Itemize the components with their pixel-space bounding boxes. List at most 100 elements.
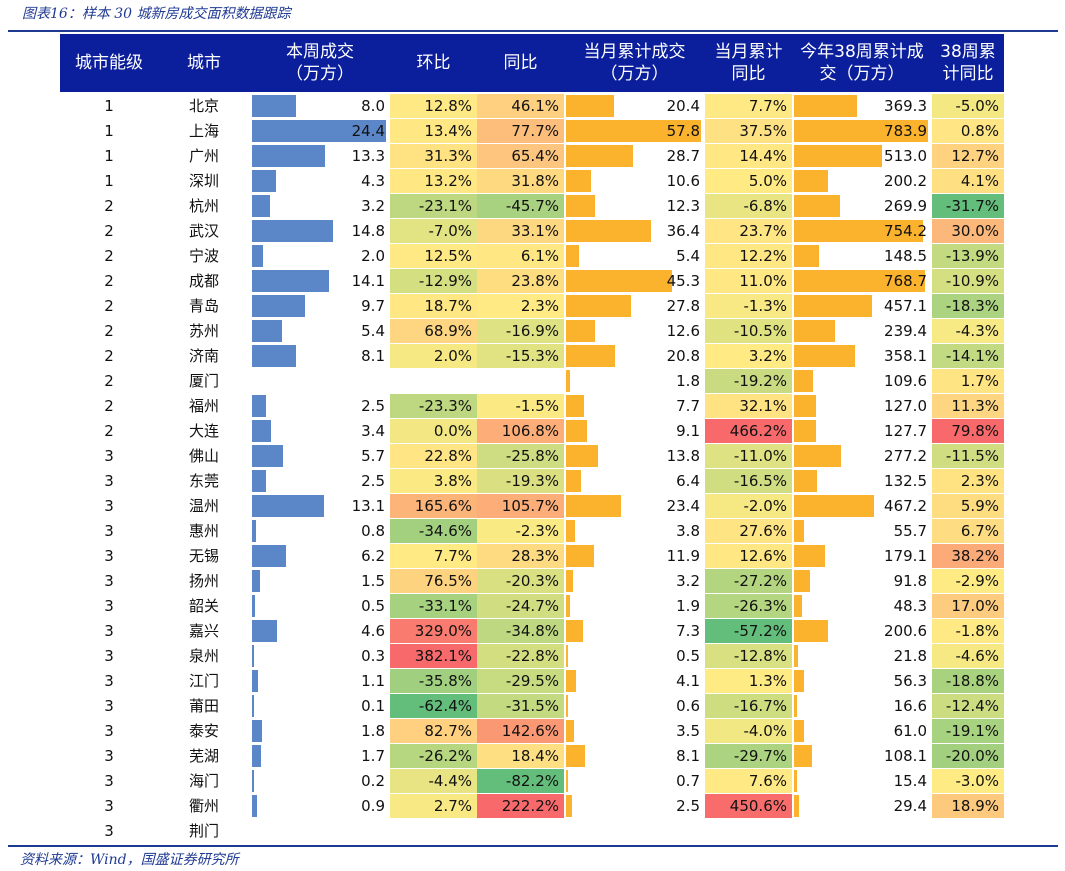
table-row: 3 温州 13.1 23.4 467.2 165.6% 105.7% -2.0% 5.9% xyxy=(60,494,1004,519)
cell-tier: 1 xyxy=(104,122,114,140)
cell-city: 江门 xyxy=(188,672,219,690)
cell-mom: -26.2% xyxy=(390,744,477,768)
cell-week: 1.1 xyxy=(361,672,385,690)
header-month: 当月累计成交 （万方） xyxy=(583,42,686,84)
cell-week: 2.0 xyxy=(361,247,385,265)
bar-ytd xyxy=(794,170,829,192)
cell-month-yoy: -12.8% xyxy=(705,644,792,668)
table-row: 3 泰安 1.8 3.5 61.0 82.7% 142.6% -4.0% -19.1% xyxy=(60,719,1004,744)
cell-mom: -23.1% xyxy=(390,194,477,218)
bar-month xyxy=(566,620,584,642)
cell-ytd-yoy: -20.0% xyxy=(932,744,1004,768)
cell-city: 东莞 xyxy=(188,472,219,490)
table-row: 2 成都 14.1 45.3 768.7 -12.9% 23.8% 11.0% -10.9% xyxy=(60,269,1004,294)
cell-tier: 2 xyxy=(104,222,114,240)
bar-week xyxy=(252,270,330,292)
cell-month-yoy: -19.2% xyxy=(705,369,792,393)
cell-tier: 2 xyxy=(104,372,114,390)
cell-month-yoy: -11.0% xyxy=(705,444,792,468)
table-row: 3 荆门 xyxy=(60,819,1004,844)
cell-week: 1.8 xyxy=(361,722,385,740)
cell-ytd-yoy: -5.0% xyxy=(932,94,1004,118)
cell-ytd-yoy: 17.0% xyxy=(932,594,1004,618)
cell-city: 无锡 xyxy=(188,547,219,565)
cell-month: 10.6 xyxy=(666,172,700,190)
bar-ytd xyxy=(794,195,841,217)
bar-month xyxy=(566,245,579,267)
bar-week xyxy=(252,345,297,367)
bar-month xyxy=(566,745,585,767)
bar-week xyxy=(252,795,257,817)
cell-ytd: 148.5 xyxy=(884,247,927,265)
bar-month xyxy=(566,520,575,542)
cell-month xyxy=(564,819,700,843)
bar-ytd xyxy=(794,645,798,667)
cell-city: 广州 xyxy=(188,147,219,165)
cell-tier: 3 xyxy=(104,497,114,515)
figure-caption: 图表16：样本 30 城新房成交面积数据跟踪 xyxy=(22,6,291,22)
cell-ytd: 467.2 xyxy=(884,497,927,515)
cell-yoy: -1.5% xyxy=(477,394,564,418)
cell-ytd: 754.2 xyxy=(884,222,927,240)
table-row: 3 韶关 0.5 1.9 48.3 -33.1% -24.7% -26.3% 17.0% xyxy=(60,594,1004,619)
cell-mom xyxy=(390,819,477,843)
cell-month-yoy: 1.3% xyxy=(705,669,792,693)
cell-month: 3.5 xyxy=(676,722,700,740)
cell-yoy: -24.7% xyxy=(477,594,564,618)
header-city: 城市 xyxy=(187,53,221,73)
bar-month xyxy=(566,395,584,417)
bar-month xyxy=(566,170,591,192)
bar-ytd xyxy=(794,745,813,767)
cell-week: 4.3 xyxy=(361,172,385,190)
cell-month: 5.4 xyxy=(676,247,700,265)
cell-month: 13.8 xyxy=(666,447,700,465)
cell-month: 6.4 xyxy=(676,472,700,490)
cell-month-yoy: 7.7% xyxy=(705,94,792,118)
header-ytd: 今年38周累计成 交（万方） xyxy=(800,42,924,84)
cell-month: 1.8 xyxy=(676,372,700,390)
cell-month-yoy: 32.1% xyxy=(705,394,792,418)
table-row: 1 广州 13.3 28.7 513.0 31.3% 65.4% 14.4% 12.7% xyxy=(60,144,1004,169)
cell-yoy: 33.1% xyxy=(477,219,564,243)
bar-week xyxy=(252,670,259,692)
bar-week xyxy=(252,520,257,542)
cell-tier: 3 xyxy=(104,472,114,490)
cell-city: 上海 xyxy=(188,122,219,140)
cell-ytd-yoy: 30.0% xyxy=(932,219,1004,243)
cell-ytd-yoy: 79.8% xyxy=(932,419,1004,443)
cell-city: 嘉兴 xyxy=(188,622,219,640)
table-row: 3 衢州 0.9 2.5 29.4 2.7% 222.2% 450.6% 18.9% xyxy=(60,794,1004,819)
cell-mom: 2.0% xyxy=(390,344,477,368)
cell-week: 2.5 xyxy=(361,472,385,490)
bar-ytd xyxy=(794,595,803,617)
cell-city: 青岛 xyxy=(188,297,219,315)
cell-month: 2.5 xyxy=(676,797,700,815)
table-row: 1 上海 24.4 57.8 783.9 13.4% 77.7% 37.5% 0.8% xyxy=(60,119,1004,144)
cell-yoy: -25.8% xyxy=(477,444,564,468)
cell-ytd-yoy: -18.3% xyxy=(932,294,1004,318)
cell-ytd: 108.1 xyxy=(884,747,927,765)
cell-yoy: 23.8% xyxy=(477,269,564,293)
bar-month xyxy=(566,295,631,317)
cell-city: 成都 xyxy=(188,272,219,290)
cell-ytd-yoy: -19.1% xyxy=(932,719,1004,743)
bar-month xyxy=(566,445,599,467)
table-row: 1 深圳 4.3 10.6 200.2 13.2% 31.8% 5.0% 4.1% xyxy=(60,169,1004,194)
cell-mom: -62.4% xyxy=(390,694,477,718)
cell-yoy: 18.4% xyxy=(477,744,564,768)
bar-ytd xyxy=(794,770,797,792)
cell-month-yoy: 37.5% xyxy=(705,119,792,143)
cell-mom: -23.3% xyxy=(390,394,477,418)
cell-month: 7.7 xyxy=(676,397,700,415)
bar-month xyxy=(566,370,571,392)
cell-city: 厦门 xyxy=(188,372,219,390)
cell-week: 5.4 xyxy=(361,322,385,340)
cell-month-yoy: -26.3% xyxy=(705,594,792,618)
cell-week: 0.5 xyxy=(361,597,385,615)
cell-week: 3.4 xyxy=(361,422,385,440)
cell-ytd-yoy: -1.8% xyxy=(932,619,1004,643)
table-row: 3 东莞 2.5 6.4 132.5 3.8% -19.3% -16.5% 2.3% xyxy=(60,469,1004,494)
cell-mom: 76.5% xyxy=(390,569,477,593)
cell-month: 12.3 xyxy=(666,197,700,215)
cell-month: 23.4 xyxy=(666,497,700,515)
